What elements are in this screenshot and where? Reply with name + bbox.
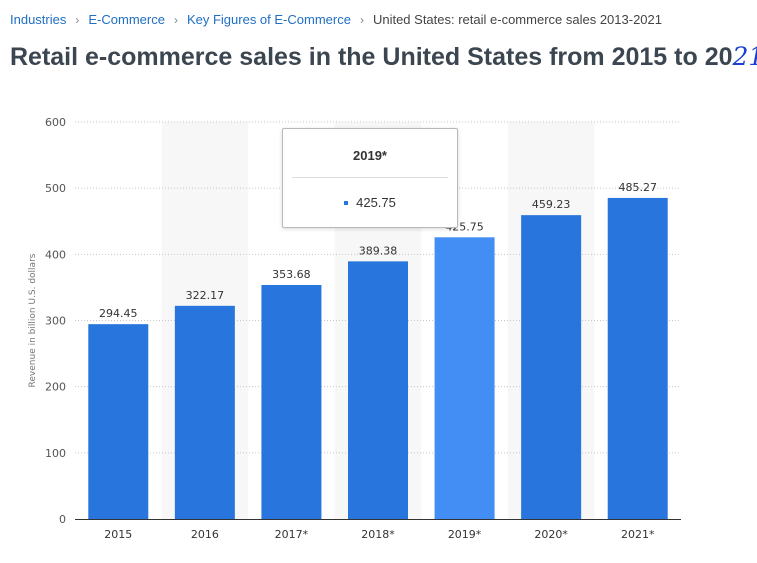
y-tick-label: 200 [45, 381, 66, 394]
data-label: 353.68 [272, 268, 311, 281]
y-tick-label: 300 [45, 315, 66, 328]
tooltip-value: 425.75 [356, 195, 396, 210]
breadcrumb-separator: › [173, 13, 178, 27]
breadcrumb: Industries › E-Commerce › Key Figures of E-C… [10, 12, 662, 27]
breadcrumb-link-key-figures[interactable]: Key Figures of E-Commerce [186, 12, 351, 27]
breadcrumb-current: United States: retail e-commerce sales 2… [372, 12, 662, 27]
y-tick-label: 600 [45, 116, 66, 129]
data-label: 485.27 [618, 181, 657, 194]
chart-tooltip: 2019* 425.75 [282, 128, 458, 228]
tooltip-title: 2019* [353, 148, 387, 163]
breadcrumb-link-e-commerce[interactable]: E-Commerce [88, 12, 165, 27]
bar [521, 215, 582, 519]
page-title-text: Retail e-commerce sales in the United St… [10, 43, 733, 71]
x-tick-label: 2016 [191, 528, 219, 541]
y-axis-title: Revenue in billion U.S. dollars [28, 253, 38, 387]
breadcrumb-separator: › [75, 13, 80, 27]
x-tick-label: 2017* [275, 528, 309, 541]
y-tick-label: 500 [45, 182, 66, 195]
data-label: 389.38 [359, 244, 398, 257]
x-tick-label: 2015 [104, 528, 132, 541]
page-title: Retail e-commerce sales in the United St… [10, 42, 757, 72]
data-label: 459.23 [532, 198, 571, 211]
breadcrumb-link-industries[interactable]: Industries [10, 12, 67, 27]
bar [261, 284, 322, 519]
tooltip-row: 425.75 [283, 195, 457, 210]
y-tick-label: 100 [45, 447, 66, 460]
bar [174, 305, 235, 519]
handwritten-annotation: 21 [732, 42, 757, 71]
bar [348, 261, 408, 519]
y-tick-label: 0 [59, 513, 66, 526]
data-label: 322.17 [186, 289, 225, 302]
bar [607, 197, 668, 519]
x-tick-label: 2018* [361, 528, 395, 541]
data-label: 294.45 [99, 307, 138, 320]
x-tick-label: 2020* [534, 528, 568, 541]
bar [434, 237, 495, 519]
breadcrumb-separator: › [359, 13, 364, 27]
x-tick-label: 2021* [621, 528, 655, 541]
bar [88, 324, 149, 519]
series-bullet-icon [344, 200, 349, 205]
y-tick-label: 400 [45, 248, 66, 261]
tooltip-divider [292, 177, 448, 178]
x-tick-label: 2019* [448, 528, 482, 541]
